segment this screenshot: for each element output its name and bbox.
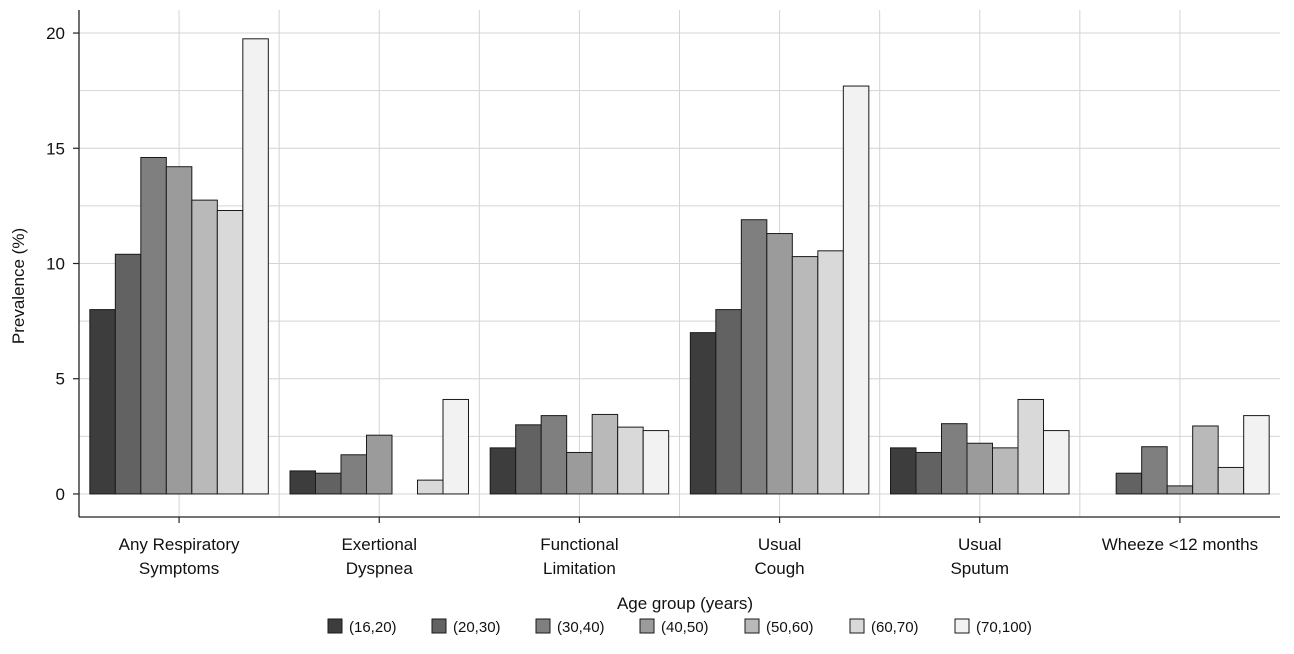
bar — [340, 454, 367, 495]
legend-swatch — [431, 618, 447, 634]
legend-item: (60,70) — [849, 618, 919, 636]
bar — [242, 38, 269, 495]
legend: (16,20) (20,30) (30,40) (40,50) (50,60) (60,7… — [327, 618, 1032, 636]
legend-item: (16,20) — [327, 618, 397, 636]
bar — [740, 219, 768, 495]
x-category-labels: Any Respiratory Symptoms Exertional Dyspnea… — [119, 517, 1258, 578]
bar — [817, 250, 844, 495]
x-category-label: Exertional Dyspnea — [341, 535, 417, 578]
legend-swatch — [639, 618, 655, 634]
y-tick-label: 5 — [56, 370, 65, 389]
legend-item: (40,50) — [639, 618, 709, 636]
bar — [566, 451, 593, 495]
legend-item: (30,40) — [535, 618, 605, 636]
y-tick-label: 20 — [46, 24, 65, 43]
legend-label: (40,50) — [661, 619, 709, 636]
legend-item: (70,100) — [954, 618, 1032, 636]
bar — [1115, 472, 1143, 495]
legend-swatch — [535, 618, 551, 634]
bar — [515, 424, 542, 495]
bar — [791, 256, 819, 495]
bar — [289, 470, 316, 495]
bar — [216, 210, 244, 495]
bar — [966, 442, 993, 495]
bar — [591, 413, 619, 495]
bar — [191, 199, 218, 495]
legend-label: (60,70) — [871, 619, 919, 636]
x-category-label: Wheeze <12 months — [1102, 535, 1258, 554]
y-tick-label: 10 — [46, 255, 65, 274]
legend-swatch — [327, 618, 343, 634]
bar — [617, 426, 644, 495]
bar — [315, 472, 342, 495]
bar — [540, 415, 568, 495]
legend-label: (16,20) — [349, 619, 397, 636]
bar — [715, 309, 742, 495]
bars — [89, 38, 1270, 495]
y-ticks: 0 5 10 15 20 — [46, 24, 79, 504]
x-category-label: Usual Cough — [755, 535, 805, 578]
legend-item: (50,60) — [744, 618, 814, 636]
bar — [1166, 485, 1194, 495]
bar — [114, 253, 142, 495]
legend-item: (20,30) — [431, 618, 501, 636]
y-tick-label: 15 — [46, 139, 65, 158]
bar — [89, 309, 116, 495]
bar — [642, 430, 670, 495]
y-axis-title: Prevalence (%) — [9, 228, 28, 344]
legend-label: (30,40) — [557, 619, 605, 636]
bar — [1043, 430, 1070, 495]
bar — [140, 156, 167, 495]
bar — [915, 451, 942, 495]
legend-swatch — [744, 618, 760, 634]
legend-label: (20,30) — [453, 619, 501, 636]
y-tick-label: 0 — [56, 485, 65, 504]
bar — [766, 233, 793, 495]
bar — [842, 85, 870, 495]
bar — [1217, 466, 1245, 495]
bar — [442, 398, 469, 495]
bar — [366, 434, 393, 495]
bar — [165, 166, 193, 495]
bar — [689, 332, 717, 495]
x-category-label: Functional Limitation — [540, 535, 618, 578]
x-axis-title: Age group (years) — [617, 594, 753, 613]
bar — [1243, 415, 1270, 495]
x-category-label: Any Respiratory Symptoms — [119, 535, 240, 578]
legend-swatch — [849, 618, 865, 634]
bar — [992, 447, 1019, 495]
legend-swatch — [954, 618, 970, 634]
bar — [941, 423, 968, 495]
legend-label: (70,100) — [976, 619, 1032, 636]
bar — [1141, 446, 1168, 495]
bar — [417, 479, 444, 495]
bar — [489, 447, 517, 495]
legend-label: (50,60) — [766, 619, 814, 636]
bar — [1017, 398, 1044, 495]
bar — [1192, 425, 1219, 495]
x-category-label: Usual Sputum — [950, 535, 1009, 578]
bar — [890, 447, 917, 495]
